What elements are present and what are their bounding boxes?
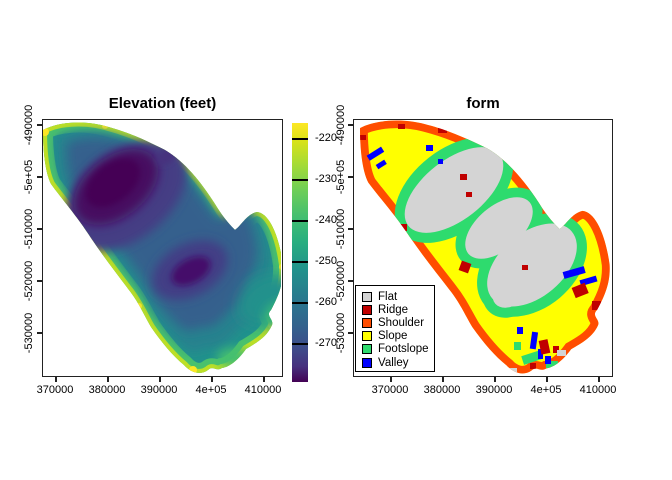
form-raster-map	[360, 120, 611, 374]
tick-mark	[598, 377, 600, 382]
tick-mark	[55, 377, 57, 382]
elevation-blob	[43, 120, 281, 373]
x-tick-label: 370000	[371, 384, 409, 396]
legend-label: Ridge	[378, 303, 409, 316]
tick-mark	[348, 332, 353, 334]
y-tick-label: -520000	[23, 260, 35, 302]
legend-item-slope: Slope	[362, 330, 434, 343]
tick-mark	[37, 228, 42, 230]
legend-label: Slope	[378, 330, 408, 343]
elevation-raster-map	[43, 120, 281, 373]
y-tick-label: -490000	[335, 104, 347, 146]
y-tick-label: -510000	[23, 208, 35, 250]
footslope-swatch	[362, 344, 372, 355]
colorbar-tick	[292, 261, 308, 263]
legend-label: Footslope	[378, 343, 429, 356]
flat-core	[404, 147, 577, 308]
tick-mark	[348, 176, 353, 178]
tick-mark	[263, 377, 265, 382]
tick-mark	[37, 124, 42, 126]
legend-item-ridge: Ridge	[362, 303, 434, 316]
colorbar-tick-label: -230	[315, 173, 338, 185]
y-tick-label: -510000	[335, 208, 347, 250]
legend-item-footslope: Footslope	[362, 343, 434, 356]
colorbar-tick-label: -220	[315, 132, 338, 144]
x-tick-label: 4e+05	[530, 384, 562, 396]
tick-mark	[348, 228, 353, 230]
x-tick-label: 370000	[36, 384, 74, 396]
tick-mark	[494, 377, 496, 382]
slope-swatch	[362, 331, 372, 342]
x-tick-label: 390000	[140, 384, 178, 396]
tick-mark	[211, 377, 213, 382]
tick-mark	[159, 377, 161, 382]
right-panel-title: form	[466, 95, 500, 112]
colorbar-tick-label: -260	[315, 296, 338, 308]
colorbar-tick	[292, 179, 308, 181]
y-tick-label: -5e+05	[335, 159, 347, 195]
tick-mark	[37, 176, 42, 178]
shoulder-swatch	[362, 317, 372, 328]
tick-mark	[37, 332, 42, 334]
y-tick-label: -530000	[23, 312, 35, 354]
x-tick-label: 410000	[244, 384, 282, 396]
x-tick-label: 390000	[475, 384, 513, 396]
deep-core-southeast	[171, 256, 211, 286]
valley-swatch	[362, 357, 372, 368]
ridge-swatch	[362, 304, 372, 315]
flat-swatch	[362, 291, 372, 302]
y-tick-label: -490000	[23, 104, 35, 146]
legend-item-valley: Valley	[362, 356, 434, 369]
x-tick-label: 380000	[88, 384, 126, 396]
tick-mark	[37, 280, 42, 282]
legend-label: Shoulder	[378, 316, 425, 329]
colorbar-tick-label: -270	[315, 337, 338, 349]
tick-mark	[348, 280, 353, 282]
legend-item-shoulder: Shoulder	[362, 316, 434, 329]
x-tick-label: 410000	[579, 384, 617, 396]
footslope-patches	[514, 342, 558, 368]
legend-item-flat: Flat	[362, 290, 434, 303]
colorbar-tick	[292, 220, 308, 222]
tick-mark	[348, 124, 353, 126]
x-tick-label: 4e+05	[195, 384, 227, 396]
x-tick-label: 380000	[423, 384, 461, 396]
y-tick-label: -5e+05	[23, 159, 35, 195]
colorbar-tick	[292, 302, 308, 304]
tick-mark	[390, 377, 392, 382]
colorbar-tick-label: -240	[315, 214, 338, 226]
left-plot-box	[42, 119, 283, 377]
tick-mark	[546, 377, 548, 382]
colorbar-tick	[292, 138, 308, 140]
left-panel-title: Elevation (feet)	[108, 95, 217, 112]
colorbar-tick-label: -250	[315, 255, 338, 267]
tick-mark	[107, 377, 109, 382]
y-tick-label: -520000	[335, 260, 347, 302]
elevation-colorbar	[292, 123, 308, 382]
form-blob	[360, 120, 610, 374]
form-legend-box: Flat Ridge Shoulder Slope Footslope Vall…	[355, 285, 435, 372]
tick-mark	[442, 377, 444, 382]
legend-label: Flat	[378, 290, 398, 303]
colorbar-tick	[292, 343, 308, 345]
legend-label: Valley	[378, 356, 409, 369]
y-tick-label: -530000	[335, 312, 347, 354]
flat-edge-bits	[509, 350, 566, 373]
